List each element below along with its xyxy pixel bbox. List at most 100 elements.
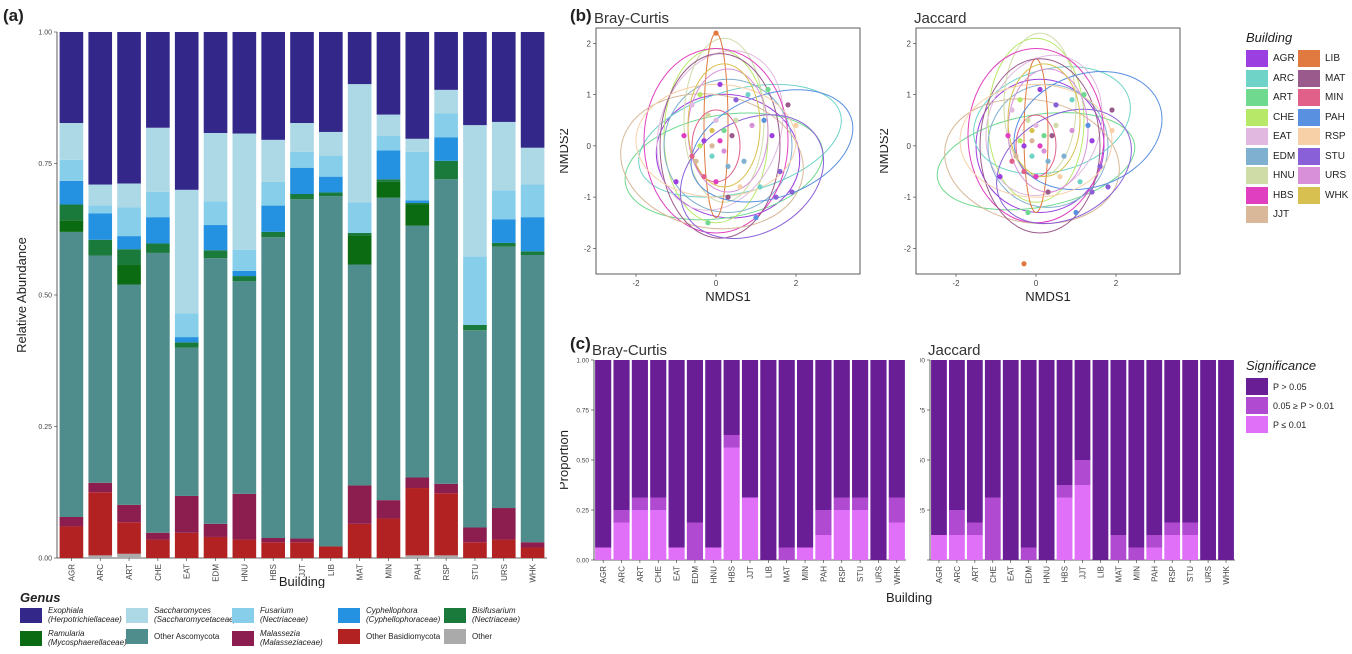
sample-point	[793, 122, 799, 128]
genus-legend-swatch	[20, 630, 42, 646]
bar-segment	[117, 522, 141, 554]
bar-segment	[232, 32, 257, 134]
bar-segment	[434, 493, 458, 556]
x-tick-label: RSP	[442, 564, 451, 580]
building-legend-label: EAT	[1273, 131, 1292, 142]
sample-point	[765, 86, 771, 93]
bar-segment	[290, 151, 314, 168]
bar-segment	[376, 179, 401, 182]
genus-legend-label: Other Ascomycota	[154, 632, 219, 641]
sample-point	[1021, 143, 1027, 149]
group-ellipse	[979, 58, 1101, 234]
x-tick-label: WHK	[529, 563, 538, 582]
bar-segment	[59, 180, 84, 205]
bar-segment	[174, 495, 199, 533]
genus-legend-family: (Mycosphaerellaceae)	[48, 638, 127, 647]
sample-point	[785, 102, 791, 108]
bar-segment	[949, 535, 965, 560]
bar-segment	[1092, 360, 1109, 560]
bar-segment	[347, 235, 372, 265]
building-legend-swatch	[1298, 128, 1320, 145]
bar-segment	[631, 360, 648, 498]
sample-point	[1041, 148, 1047, 154]
x-tick-label: URS	[874, 566, 883, 583]
bar-segment	[650, 497, 667, 510]
sample-point	[789, 189, 795, 195]
genus-legend-name: Exophiala	[48, 606, 84, 615]
sample-point	[725, 194, 731, 200]
panel-c-x-axis-title: Building	[886, 590, 933, 605]
x-tick-label: JJT	[746, 566, 755, 579]
bar-segment	[520, 147, 545, 185]
sample-point	[1029, 138, 1035, 144]
y-tick-label: -2	[584, 244, 592, 253]
sample-point	[997, 174, 1003, 180]
x-axis-title: NMDS1	[705, 289, 751, 304]
sample-point	[1085, 122, 1091, 128]
bar-segment	[347, 485, 372, 524]
genus-legend-swatch	[338, 629, 360, 644]
genus-legend-name: Other Ascomycota	[154, 632, 220, 641]
genus-legend-item: Bisifusarium (Nectriaceae)	[444, 606, 520, 624]
significance-legend-label: 0.05 ≥ P > 0.01	[1273, 400, 1335, 411]
y-tick-label: 2	[907, 39, 912, 48]
x-tick-label: LIB	[764, 566, 773, 578]
bar-segment	[1056, 497, 1073, 560]
building-legend-label: RSP	[1325, 131, 1346, 142]
significance-legend-swatch	[1246, 397, 1268, 414]
bar-segment	[852, 497, 869, 510]
x-tick-label: CHE	[154, 564, 163, 581]
group-ellipse	[620, 93, 804, 230]
bar-segment	[1128, 547, 1145, 560]
x-tick-label: HNU	[240, 564, 249, 582]
sample-point	[1017, 97, 1023, 103]
y-tick-label: 2	[587, 39, 592, 48]
bar-segment	[1146, 360, 1163, 535]
bar-segment	[520, 251, 545, 256]
sample-point	[709, 153, 715, 159]
bar-segment	[463, 542, 487, 558]
bar-segment	[631, 497, 648, 510]
bar-segment	[796, 360, 814, 548]
sample-point	[717, 81, 723, 87]
bar-segment	[88, 239, 113, 256]
bar-segment	[59, 122, 84, 160]
bar-segment	[595, 547, 612, 560]
bar-segment	[613, 360, 630, 510]
x-tick-label: MIN	[801, 566, 810, 581]
sample-point	[1061, 153, 1067, 159]
bar-segment	[1074, 485, 1091, 560]
bar-segment	[1038, 360, 1055, 560]
y-tick-label: 0	[587, 142, 592, 151]
building-legend-item: URS	[1298, 167, 1346, 184]
building-legend-label: CHE	[1273, 111, 1295, 123]
bar-segment	[870, 360, 887, 560]
building-legend-swatch	[1246, 128, 1268, 145]
bar-segment	[319, 196, 343, 547]
group-ellipse	[936, 112, 1136, 211]
group-ellipse	[656, 50, 784, 211]
bar-segment	[434, 113, 458, 138]
bar-segment	[376, 114, 401, 136]
bar-segment	[595, 360, 612, 548]
bar-segment	[491, 539, 516, 558]
genus-legend-item: Ramularia (Mycosphaerellaceae)	[20, 629, 127, 647]
x-tick-label: ARC	[96, 564, 105, 581]
sample-point	[697, 143, 703, 149]
bar-segment	[117, 249, 141, 266]
sample-point	[709, 127, 715, 134]
x-tick-label: ARC	[953, 566, 962, 583]
bar-segment	[668, 547, 685, 560]
bar-segment	[174, 313, 199, 338]
genus-legend-label: Malassezia (Malasseziaceae)	[260, 629, 323, 647]
bar-segment	[491, 508, 516, 540]
bar-segment	[290, 194, 314, 200]
bar-segment	[491, 246, 516, 509]
bar-segment	[203, 523, 228, 537]
sample-point	[1033, 122, 1039, 128]
sample-point	[705, 220, 711, 226]
genus-legend-family: (Cyphellophoraceae)	[366, 615, 441, 624]
bar-segment	[376, 500, 401, 519]
bar-segment	[146, 127, 170, 192]
sample-point	[1069, 97, 1075, 103]
